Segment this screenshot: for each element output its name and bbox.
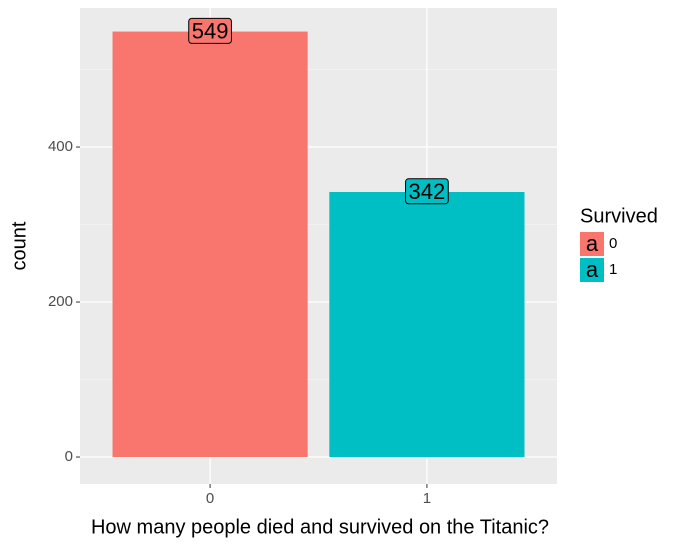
legend-label: 0 — [609, 235, 617, 252]
data-label: 549 — [192, 18, 229, 43]
y-tick-label: 0 — [65, 448, 73, 465]
data-label-box — [405, 178, 449, 205]
x-tick-label: 1 — [423, 490, 431, 507]
bar — [112, 31, 308, 458]
data-label-box — [188, 17, 232, 44]
legend-key-glyph: a — [586, 257, 599, 282]
legend-key — [580, 232, 604, 256]
y-axis-title: count — [8, 221, 30, 270]
y-tick-label: 200 — [48, 293, 73, 310]
legend-key — [580, 258, 604, 282]
y-tick-label: 400 — [48, 138, 73, 155]
data-label: 342 — [409, 179, 446, 204]
legend-title: Survived — [580, 205, 658, 227]
legend-key-glyph: a — [586, 231, 599, 256]
x-tick-label: 0 — [206, 490, 214, 507]
bar — [329, 191, 525, 458]
legend-label: 1 — [609, 261, 617, 278]
x-axis-title: How many people died and survived on the… — [91, 516, 549, 538]
